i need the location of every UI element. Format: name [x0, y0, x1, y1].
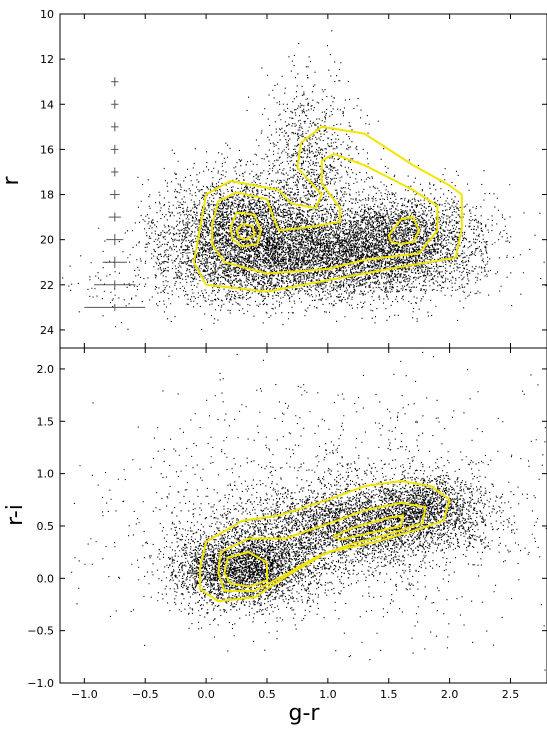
bottom-plot-frame [59, 347, 547, 684]
top-y-tick-label: 18 [40, 189, 54, 202]
bottom-y-tick-label: −1.0 [27, 677, 54, 690]
bottom-contours [199, 480, 451, 603]
bottom-y-tick-label: 1.0 [37, 468, 55, 481]
top-y-tick-label: 14 [40, 98, 54, 111]
bottom-x-tick-label: 1.5 [380, 688, 398, 701]
top-ticks [60, 13, 547, 348]
top-y-tick-label: 24 [40, 324, 54, 337]
bottom-ticks [60, 348, 547, 684]
top-contour-2 [211, 152, 439, 275]
error-bar-3 [111, 122, 119, 132]
top-contour-3 [229, 211, 262, 248]
bottom-y-tick-label: −0.5 [27, 625, 54, 638]
top-y-axis-label: r [0, 176, 24, 186]
bottom-point-cloud [71, 351, 547, 680]
top-contours [192, 125, 463, 293]
top-panel: 10 12 14 16 18 20 22 24 r [0, 8, 547, 349]
bottom-x-tick-label: −1.0 [71, 688, 98, 701]
bottom-x-tick-label: 0.0 [197, 688, 215, 701]
bottom-y-tick-label: 1.5 [37, 415, 55, 428]
top-y-tick-labels: 10 12 14 16 18 20 22 24 [40, 8, 54, 337]
top-plot-frame [59, 13, 547, 349]
bottom-contour-3 [223, 551, 268, 588]
error-bar-11 [84, 303, 146, 311]
error-bar-2 [111, 99, 119, 109]
bottom-contour-4 [332, 514, 405, 541]
bottom-x-tick-labels: −1.0 −0.5 0.0 0.5 1.0 1.5 2.0 2.5 [71, 688, 519, 701]
error-bar-9 [102, 256, 127, 268]
bottom-x-axis-label: g-r [289, 701, 321, 726]
bottom-panel: −1.0 −0.5 0.0 0.5 1.0 1.5 2.0 −1.0 −0.5 0.0 0.5 1.… [3, 347, 547, 726]
top-y-tick-label: 22 [40, 279, 54, 292]
top-y-tick-label: 16 [40, 143, 54, 156]
error-bar-6 [109, 190, 120, 200]
top-error-bars [84, 77, 146, 311]
bottom-contour-1 [199, 480, 451, 603]
error-bar-10 [94, 280, 136, 290]
top-contour-1 [192, 125, 463, 293]
top-y-tick-label: 12 [40, 53, 54, 66]
top-contour-4 [235, 222, 256, 241]
top-contour-5 [387, 216, 421, 246]
bottom-y-tick-label: 0.0 [37, 572, 55, 585]
bottom-x-tick-label: 2.5 [502, 688, 520, 701]
error-bar-4 [111, 144, 119, 154]
error-bar-5 [111, 167, 119, 177]
bottom-y-tick-label: 0.5 [37, 520, 55, 533]
bottom-y-axis-label: r-i [3, 504, 28, 526]
bottom-contour-2 [217, 501, 427, 592]
top-scatter-points [62, 30, 547, 331]
bottom-x-tick-label: 0.5 [258, 688, 276, 701]
bottom-x-tick-label: −0.5 [132, 688, 159, 701]
error-bar-1 [111, 77, 119, 87]
bottom-y-tick-labels: −1.0 −0.5 0.0 0.5 1.0 1.5 2.0 [27, 363, 54, 690]
error-bar-8 [106, 234, 124, 246]
bottom-x-tick-label: 2.0 [441, 688, 459, 701]
bottom-scatter-points [71, 351, 547, 680]
top-y-tick-label: 20 [40, 234, 54, 247]
top-point-cloud [62, 30, 547, 331]
top-y-tick-label: 10 [40, 8, 54, 21]
bottom-y-tick-label: 2.0 [37, 363, 55, 376]
error-bar-7 [108, 212, 121, 222]
bottom-x-tick-label: 1.0 [319, 688, 337, 701]
